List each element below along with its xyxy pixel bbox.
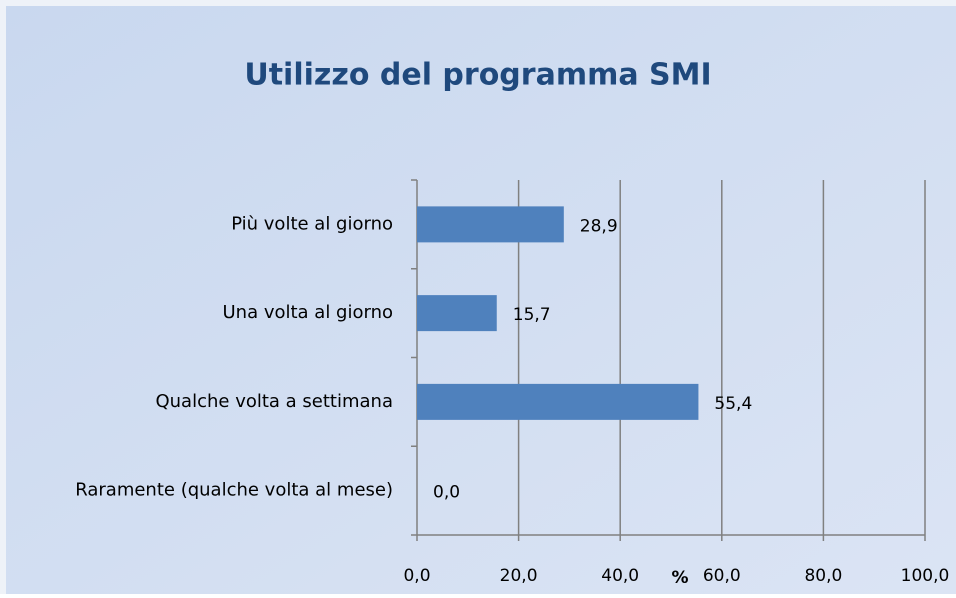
- value-label: 0,0: [433, 483, 460, 503]
- x-axis-label: %: [671, 568, 688, 588]
- value-label: 55,4: [714, 394, 752, 414]
- x-tick-label: 80,0: [804, 566, 842, 586]
- x-tick-label: 40,0: [601, 566, 639, 586]
- value-label: 28,9: [580, 216, 618, 236]
- x-tick-label: 60,0: [703, 566, 741, 586]
- x-tick-label: 0,0: [403, 566, 430, 586]
- y-tick-label: Raramente (qualche volta al mese): [75, 480, 393, 501]
- value-label: 15,7: [513, 305, 551, 325]
- y-tick-label: Qualche volta a settimana: [155, 391, 393, 412]
- y-tick-label: Più volte al giorno: [231, 213, 393, 234]
- y-tick-label: Una volta al giorno: [222, 302, 393, 323]
- bar: [417, 383, 699, 420]
- x-tick-label: 20,0: [500, 566, 538, 586]
- x-tick-label: 100,0: [901, 566, 950, 586]
- bar: [417, 295, 497, 332]
- chart-title: Utilizzo del programma SMI: [244, 58, 711, 93]
- bar: [417, 206, 564, 243]
